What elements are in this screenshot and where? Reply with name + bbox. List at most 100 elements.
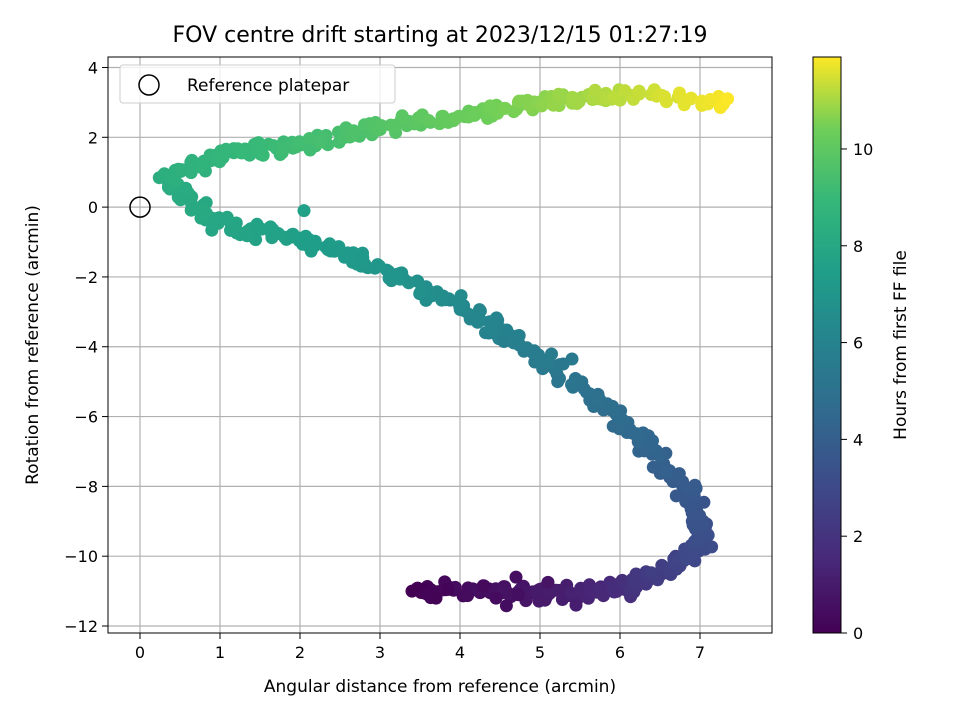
scatter-point [436,109,450,123]
scatter-point [441,582,455,596]
scatter-point [546,98,560,112]
scatter-point [684,91,698,105]
colorbar-strip [812,56,842,634]
scatter-point [659,95,673,109]
scatter-point [489,591,503,605]
x-axis-ticks: 0 1 2 3 4 5 6 7 [135,633,705,662]
scatter-point [618,84,632,98]
scatter-point [572,95,586,109]
scatter-point [453,299,467,313]
y-tick-label: −10 [64,547,98,566]
scatter-point [669,489,683,503]
scatter-point [632,444,646,458]
scatter-point [565,378,578,392]
scatter-point [266,139,280,153]
scatter-point [313,135,327,149]
legend-reference-marker [138,74,160,96]
y-tick-label: −4 [74,338,98,357]
scatter-point [607,90,621,104]
scatter-point [499,599,513,613]
x-tick-label: 5 [535,643,545,662]
scatter-point [297,204,311,218]
colorbar: 0 2 4 6 8 10 Hours from first FF file [812,56,911,643]
colorbar-tick-label: 10 [853,140,873,159]
scatter-point [477,579,491,593]
plot-frame [107,56,773,634]
scatter-point [256,148,270,162]
scatter-point [593,393,607,406]
legend-box [119,64,396,104]
y-tick-label: 2 [88,128,98,147]
colorbar-ticks: 0 2 4 6 8 10 [841,140,873,643]
y-axis-ticks: 4 2 0 −2 −4 −6 −8 −10 −12 [64,58,108,636]
scatter-point [450,110,464,124]
scatter-point [302,132,316,145]
scatter-point [302,233,316,247]
colorbar-tick-label: 2 [853,527,863,546]
y-tick-label: −6 [74,408,98,427]
scatter-point [473,303,486,317]
scatter-point [421,588,435,602]
x-axis-label: Angular distance from reference (arcmin) [264,677,616,697]
scatter-point [389,118,403,132]
scatter-point [345,129,359,143]
scatter-point [422,114,436,127]
colorbar-tick-label: 6 [853,334,863,353]
x-tick-label: 0 [135,643,145,662]
scatter-point [541,575,555,589]
scatter-point [511,588,525,602]
scatter-point [565,352,579,366]
scatter-point [682,481,696,495]
scatter-point [549,583,563,597]
legend-reference-label: Reference platepar [187,76,349,96]
scatter-point [705,540,719,554]
legend: Reference platepar [119,64,396,104]
colorbar-tick-label: 8 [853,237,863,256]
y-axis-label: Rotation from reference (arcmin) [23,205,43,485]
scatter-point [236,146,250,160]
scatter-point [193,160,207,174]
scatter-point [375,119,388,133]
x-tick-label: 4 [455,643,465,662]
y-tick-label: −12 [64,617,98,636]
scatter-point [659,465,673,479]
scatter-point [395,109,409,123]
y-tick-label: 0 [88,198,98,217]
y-tick-label: −2 [74,268,98,287]
scatter-point [276,143,290,157]
scatter-point [672,86,686,100]
scatter-point [697,495,711,509]
reference-platepar-marker [129,196,151,218]
scatter-point [588,83,602,97]
x-tick-label: 1 [215,643,225,662]
scatter-point [721,92,735,106]
plot-area [108,57,772,633]
scatter-point [454,289,468,303]
scatter-point [319,240,333,254]
scatter-point [646,434,659,448]
scatter-point [644,566,658,580]
x-tick-label: 2 [295,643,305,662]
x-tick-label: 3 [375,643,385,662]
y-tick-label: −8 [74,477,98,496]
scatter-point [216,151,230,165]
x-tick-label: 6 [615,643,625,662]
y-tick-label: 4 [88,58,98,77]
chart-title: FOV centre drift starting at 2023/12/15 … [173,23,708,48]
scatter-point [672,467,686,481]
scatter-point [292,135,306,149]
scatter-point [509,570,523,584]
grid-lines [108,57,772,633]
scatter-point [552,87,566,101]
colorbar-label: Hours from first FF file [891,250,911,440]
scatter-point [413,286,427,299]
scatter-point [632,84,646,98]
scatter-points [129,83,735,613]
scatter-point [157,167,171,181]
scatter-point [255,222,268,236]
scatter-point [168,174,182,188]
scatter-point [356,246,369,260]
scatter-point [497,335,511,348]
x-tick-label: 7 [695,643,705,662]
